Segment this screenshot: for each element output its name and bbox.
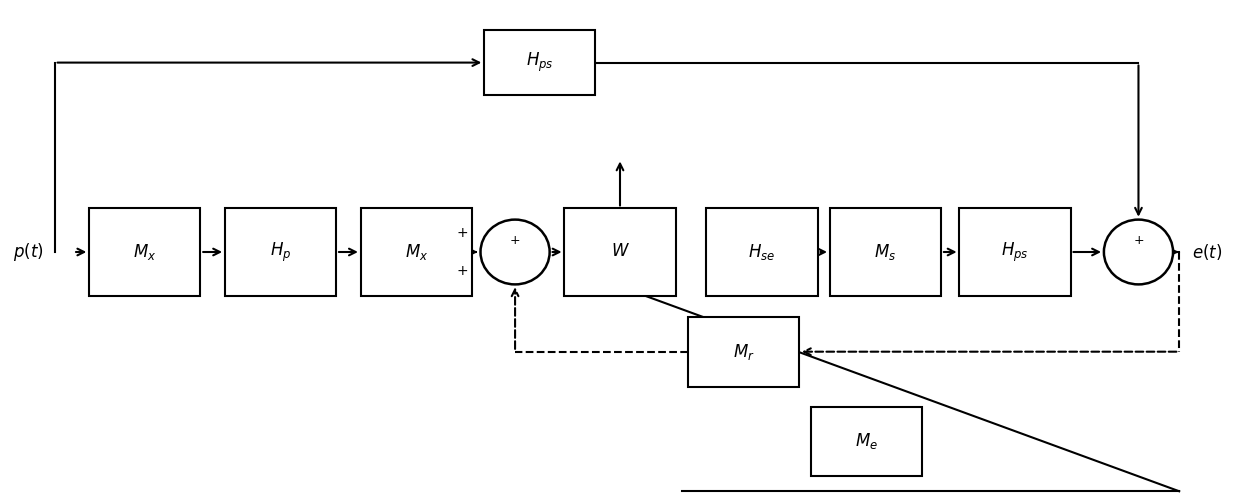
Bar: [89, 208, 201, 296]
Bar: [811, 407, 923, 476]
Text: $p(t)$: $p(t)$: [12, 241, 43, 263]
Bar: [830, 208, 941, 296]
Bar: [688, 317, 799, 387]
Ellipse shape: [481, 220, 549, 284]
Text: $H_{ps}$: $H_{ps}$: [1001, 240, 1029, 264]
Text: +: +: [1133, 234, 1143, 247]
Text: $M_x$: $M_x$: [404, 242, 428, 262]
Text: +: +: [456, 226, 467, 239]
Text: $M_r$: $M_r$: [733, 342, 754, 362]
Text: $e(t)$: $e(t)$: [1192, 242, 1221, 262]
Text: $H_p$: $H_p$: [270, 240, 291, 264]
Text: $H_{se}$: $H_{se}$: [749, 242, 775, 262]
Bar: [707, 208, 817, 296]
Text: $M_x$: $M_x$: [133, 242, 156, 262]
Bar: [484, 30, 595, 95]
Text: +: +: [510, 234, 521, 247]
Text: $M_e$: $M_e$: [856, 431, 878, 452]
Bar: [564, 208, 676, 296]
Text: $W$: $W$: [610, 243, 630, 261]
Bar: [361, 208, 472, 296]
Text: $M_s$: $M_s$: [874, 242, 897, 262]
Text: +: +: [456, 265, 467, 278]
Bar: [960, 208, 1070, 296]
Bar: [224, 208, 336, 296]
Text: $H_{ps}$: $H_{ps}$: [526, 51, 553, 74]
Ellipse shape: [1104, 220, 1173, 284]
